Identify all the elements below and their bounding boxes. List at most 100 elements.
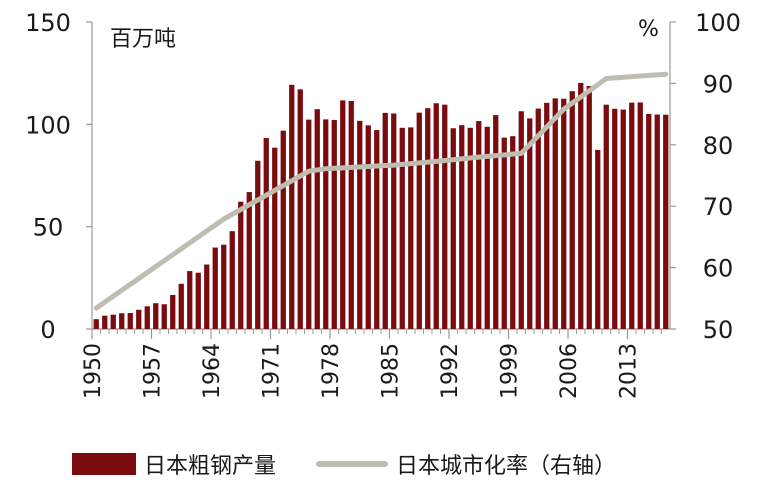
bar-steel-output xyxy=(102,315,108,329)
left-tick-label: 150 xyxy=(25,9,71,37)
bar-steel-output xyxy=(408,127,414,329)
bar-steel-output xyxy=(425,108,431,329)
bar-steel-output xyxy=(569,91,575,329)
urbanization-line xyxy=(93,71,669,311)
bar-steel-output xyxy=(654,114,660,329)
legend-item-urbanization: 日本城市化率（右轴） xyxy=(316,448,616,480)
bar-steel-output xyxy=(153,303,159,329)
bar-steel-output xyxy=(280,130,286,329)
bar-steel-output xyxy=(544,102,550,330)
bar-steel-output xyxy=(187,271,193,329)
bar-steel-output xyxy=(331,120,337,329)
right-tick-label: 50 xyxy=(703,316,734,344)
bar-steel-output xyxy=(629,102,635,329)
x-tick-label: 1999 xyxy=(498,343,523,399)
x-tick-label: 1985 xyxy=(379,343,404,399)
bar-steel-output xyxy=(348,101,354,329)
bar-steel-output xyxy=(450,128,456,329)
bar-steel-output xyxy=(501,137,507,329)
x-tick-label: 2006 xyxy=(557,343,582,399)
bar-steel-output xyxy=(255,160,261,329)
bar-steel-output xyxy=(561,98,567,329)
bar-steel-output xyxy=(161,304,167,329)
bar-steel-output xyxy=(612,108,618,330)
right-tick-label: 100 xyxy=(695,9,741,37)
x-tick-label: 1971 xyxy=(260,343,285,399)
bar-steel-output xyxy=(391,113,397,330)
bar-steel-output xyxy=(399,127,405,329)
bar-steel-output xyxy=(510,136,516,329)
x-tick-label: 1978 xyxy=(319,343,344,399)
labels-layer: 0 50 100 150 50 60 70 80 90 100 1950 1957 1964 1971 19… xyxy=(25,9,741,399)
bar-steel-output xyxy=(136,309,142,329)
bar-steel-output xyxy=(535,108,541,329)
line-layer xyxy=(93,71,669,311)
bar-steel-output xyxy=(646,113,652,330)
bar-steel-output xyxy=(365,125,371,330)
legend-swatch-line xyxy=(316,461,389,467)
x-tick-label: 1957 xyxy=(141,343,166,399)
bar-steel-output xyxy=(552,98,558,329)
bar-steel-output xyxy=(272,147,278,329)
right-tick-label: 70 xyxy=(703,193,734,221)
bar-steel-output xyxy=(578,82,584,330)
bar-steel-output xyxy=(229,231,235,329)
x-tick-label: 2013 xyxy=(617,343,642,399)
bar-steel-output xyxy=(289,84,295,329)
bar-steel-output xyxy=(433,103,439,329)
bar-steel-output xyxy=(416,112,422,330)
bar-steel-output xyxy=(595,149,601,329)
right-axis-unit: % xyxy=(638,17,659,42)
bar-steel-output xyxy=(306,119,312,329)
bar-steel-output xyxy=(663,114,669,330)
legend-swatch-bar xyxy=(72,453,136,475)
left-tick-label: 100 xyxy=(25,111,71,139)
bar-steel-output xyxy=(93,319,99,329)
bar-steel-output xyxy=(221,244,227,329)
bar-steel-output xyxy=(238,201,244,329)
bar-steel-output xyxy=(459,125,465,329)
bar-steel-output xyxy=(178,283,184,329)
x-tick-label: 1964 xyxy=(200,343,225,399)
right-tick-label: 80 xyxy=(703,132,734,160)
x-tick-label: 1950 xyxy=(81,343,106,399)
right-tick-label: 60 xyxy=(703,255,734,283)
bar-steel-output xyxy=(527,118,533,329)
bar-steel-output xyxy=(620,109,626,329)
bar-steel-output xyxy=(586,86,592,329)
bar-steel-output xyxy=(212,247,218,329)
bar-steel-output xyxy=(467,127,473,329)
bar-steel-output xyxy=(357,120,363,329)
left-tick-label: 0 xyxy=(40,316,55,344)
bar-steel-output xyxy=(119,313,125,329)
bar-steel-output xyxy=(127,313,133,329)
bar-steel-output xyxy=(323,119,329,330)
bar-steel-output xyxy=(110,314,116,329)
bar-steel-output xyxy=(374,130,380,329)
bars-layer xyxy=(93,82,669,330)
right-tick-label: 90 xyxy=(703,70,734,98)
bar-steel-output xyxy=(314,109,320,329)
bar-steel-output xyxy=(144,306,150,329)
left-tick-label: 50 xyxy=(33,214,64,242)
bar-steel-output xyxy=(442,104,448,329)
bar-steel-output xyxy=(603,104,609,329)
left-axis-unit: 百万吨 xyxy=(110,27,176,52)
x-tick-label: 1992 xyxy=(438,343,463,399)
bar-steel-output xyxy=(518,111,524,329)
bar-steel-output xyxy=(246,192,252,329)
bar-steel-output xyxy=(297,89,303,330)
bar-steel-output xyxy=(204,264,210,329)
legend: 日本粗钢产量 日本城市化率（右轴） xyxy=(72,448,656,480)
bar-steel-output xyxy=(484,126,490,329)
bar-steel-output xyxy=(170,295,176,329)
legend-label-urbanization: 日本城市化率（右轴） xyxy=(396,454,617,479)
bar-steel-output xyxy=(476,121,482,329)
bar-steel-output xyxy=(382,112,388,329)
bar-steel-output xyxy=(340,100,346,330)
legend-item-steel: 日本粗钢产量 xyxy=(72,448,276,480)
bar-steel-output xyxy=(637,102,643,330)
bar-steel-output xyxy=(493,115,499,329)
bar-steel-output xyxy=(263,138,269,329)
